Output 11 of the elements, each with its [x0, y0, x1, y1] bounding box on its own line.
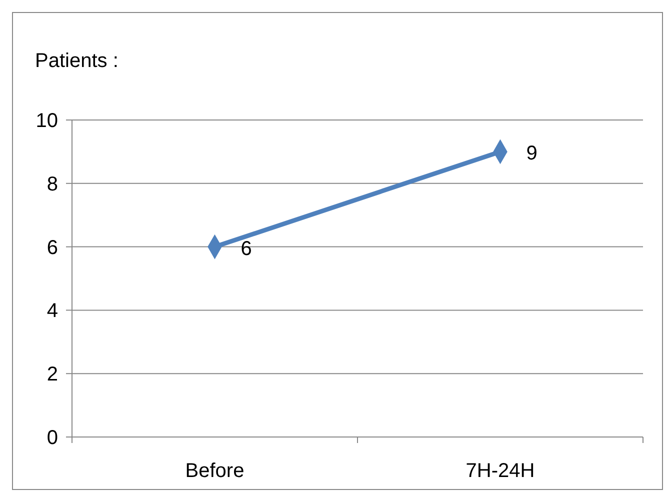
y-tick-label: 10	[36, 110, 58, 132]
y-tick-label: 8	[46, 173, 58, 196]
y-tick-label: 6	[46, 236, 58, 259]
x-tick-label: 7H-24H	[466, 460, 535, 482]
y-tick-label: 4	[46, 300, 58, 322]
data-label: 6	[240, 238, 252, 260]
y-tick-label: 0	[46, 427, 58, 449]
x-tick-label: Before	[185, 460, 244, 482]
chart-title: Patients :	[35, 50, 118, 72]
data-label: 9	[526, 142, 538, 165]
y-tick-label: 2	[46, 364, 58, 386]
